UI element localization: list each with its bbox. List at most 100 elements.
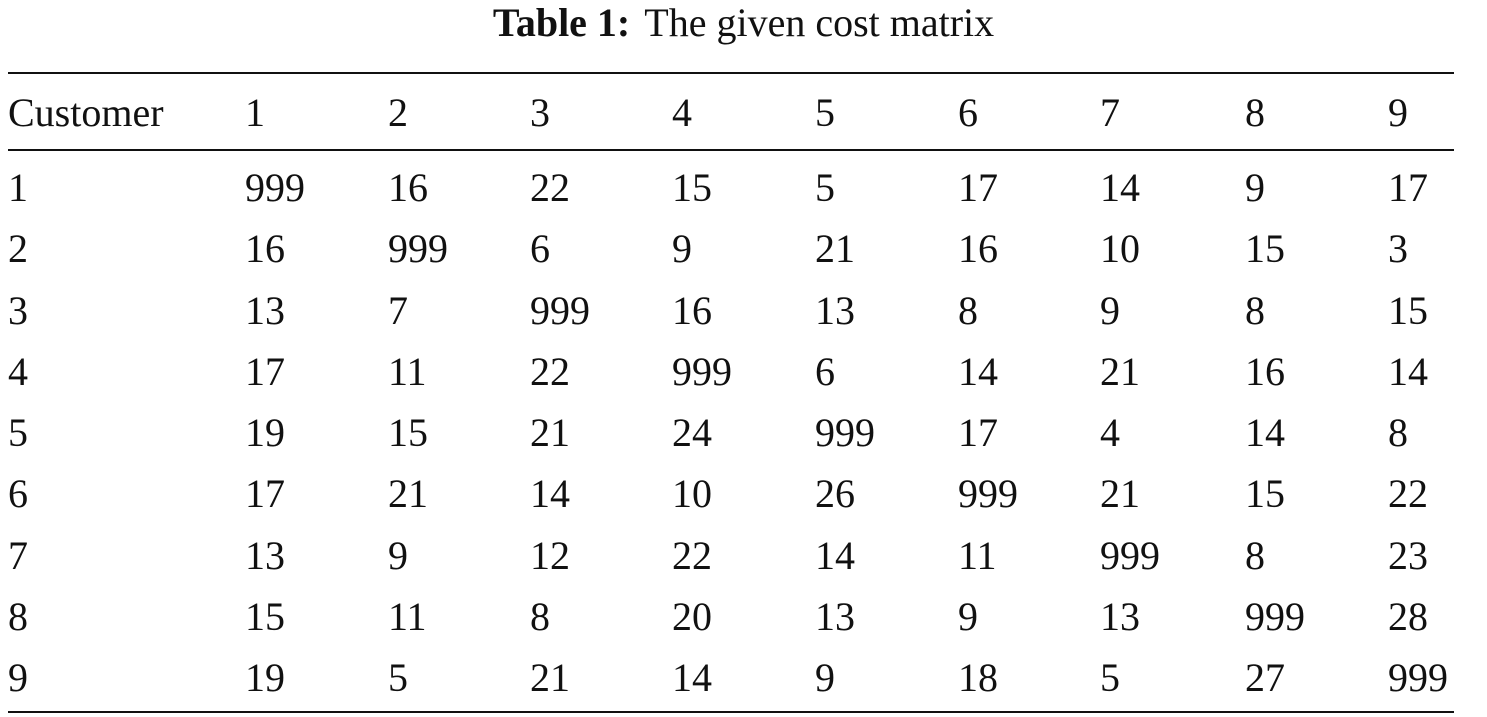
table-cell: 22 <box>530 348 570 394</box>
table-cell: 8 <box>1388 410 1408 455</box>
table-cell: 9 <box>672 226 692 272</box>
row-label: 3 <box>8 287 28 333</box>
table-cell: 999 <box>388 226 448 272</box>
row-label: 5 <box>8 410 28 455</box>
header-cell: 1 <box>245 90 265 135</box>
table-cell: 11 <box>958 532 997 578</box>
table-cell: 9 <box>815 655 835 700</box>
header-cell: 5 <box>815 90 835 135</box>
header-cell: 3 <box>530 90 550 135</box>
table-cell: 21 <box>530 655 570 700</box>
table-cell: 27 <box>1245 655 1285 700</box>
table-cell: 8 <box>1245 287 1265 333</box>
table-cell: 21 <box>1100 348 1140 394</box>
table-cell: 12 <box>530 532 570 578</box>
table-cell: 15 <box>672 165 712 210</box>
table-cell: 999 <box>815 410 875 455</box>
table-cell: 8 <box>958 287 978 333</box>
table-cell: 21 <box>530 410 570 455</box>
table-cell: 16 <box>245 226 285 272</box>
table-cell: 21 <box>1100 471 1140 517</box>
row-label: 9 <box>8 655 28 700</box>
table-cell: 15 <box>245 593 285 639</box>
table-cell: 16 <box>1245 348 1285 394</box>
header-cell: 9 <box>1388 90 1408 135</box>
table-cell: 8 <box>1245 532 1265 578</box>
header-cell: 7 <box>1100 90 1120 135</box>
table-cell: 22 <box>672 532 712 578</box>
table-cell: 21 <box>388 471 428 517</box>
table-cell: 9 <box>388 532 408 578</box>
table-cell: 6 <box>530 226 550 272</box>
table-cell: 7 <box>388 287 408 333</box>
table-cell: 13 <box>815 593 855 639</box>
table-cell: 6 <box>815 348 835 394</box>
table-cell: 18 <box>958 655 998 700</box>
table-cell: 17 <box>1388 165 1428 210</box>
table-cell: 3 <box>1388 226 1408 272</box>
table-cell: 15 <box>388 410 428 455</box>
table-cell: 20 <box>672 593 712 639</box>
table-cell: 999 <box>958 471 1018 517</box>
table-cell: 999 <box>672 348 732 394</box>
header-cell: 6 <box>958 90 978 135</box>
bottom-rule <box>8 711 1454 713</box>
table-cell: 14 <box>1245 410 1285 455</box>
table-cell: 17 <box>958 410 998 455</box>
table-cell: 19 <box>245 655 285 700</box>
table-cell: 14 <box>815 532 855 578</box>
row-label: 7 <box>8 532 28 578</box>
row-label: 8 <box>8 593 28 639</box>
table-cell: 10 <box>672 471 712 517</box>
row-label: 4 <box>8 348 28 394</box>
table-cell: 16 <box>672 287 712 333</box>
table-cell: 22 <box>1388 471 1428 517</box>
table-cell: 999 <box>530 287 590 333</box>
table-cell: 5 <box>388 655 408 700</box>
table-cell: 4 <box>1100 410 1120 455</box>
table-cell: 999 <box>1245 593 1305 639</box>
header-cell: 2 <box>388 90 408 135</box>
table-cell: 13 <box>245 532 285 578</box>
table-cell: 5 <box>1100 655 1120 700</box>
table-cell: 13 <box>245 287 285 333</box>
header-cell: 8 <box>1245 90 1265 135</box>
table-cell: 10 <box>1100 226 1140 272</box>
table-cell: 14 <box>1388 348 1428 394</box>
caption-title: The given cost matrix <box>644 0 995 45</box>
row-label: 1 <box>8 165 28 210</box>
table-cell: 17 <box>958 165 998 210</box>
row-label: 2 <box>8 226 28 272</box>
table-cell: 17 <box>245 471 285 517</box>
caption-label: Table 1: <box>492 0 631 45</box>
table-cell: 16 <box>388 165 428 210</box>
row-label: 6 <box>8 471 28 517</box>
table-cell: 16 <box>958 226 998 272</box>
table-cell: 13 <box>1100 593 1140 639</box>
table-cell: 17 <box>245 348 285 394</box>
table-cell: 15 <box>1245 471 1285 517</box>
header-cell: 4 <box>672 90 692 135</box>
table-cell: 22 <box>530 165 570 210</box>
header-cell: Customer <box>8 90 164 135</box>
table-cell: 9 <box>1245 165 1265 210</box>
table-cell: 21 <box>815 226 855 272</box>
table-cell: 999 <box>1388 655 1448 700</box>
table-cell: 11 <box>388 593 427 639</box>
table-cell: 11 <box>388 348 427 394</box>
table-caption: Table 1: The given cost matrix <box>0 0 1487 46</box>
table-cell: 28 <box>1388 593 1428 639</box>
table-cell: 19 <box>245 410 285 455</box>
table-cell: 8 <box>530 593 550 639</box>
table-cell: 999 <box>1100 532 1160 578</box>
table-cell: 14 <box>530 471 570 517</box>
table-cell: 14 <box>958 348 998 394</box>
table-cell: 9 <box>1100 287 1120 333</box>
table-cell: 26 <box>815 471 855 517</box>
table-cell: 14 <box>1100 165 1140 210</box>
table-cell: 15 <box>1245 226 1285 272</box>
table-cell: 13 <box>815 287 855 333</box>
top-rule <box>8 72 1454 74</box>
table-cell: 14 <box>672 655 712 700</box>
